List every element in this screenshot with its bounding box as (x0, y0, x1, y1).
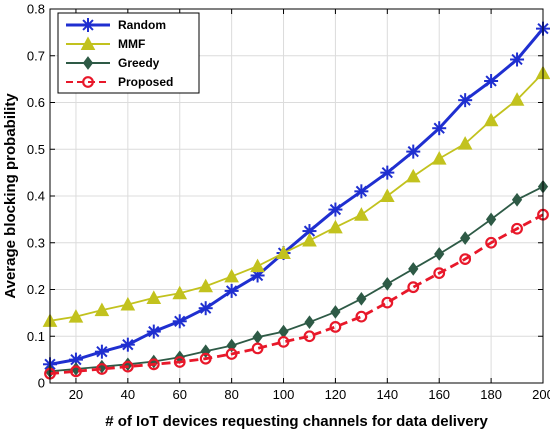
y-tick-label: 0.6 (27, 95, 45, 110)
data-point-proposed (433, 267, 446, 280)
data-point-proposed (199, 352, 212, 365)
data-point-random (484, 73, 499, 88)
data-point-proposed (225, 348, 238, 360)
y-tick-label: 0.5 (27, 142, 45, 157)
x-tick-label: 180 (480, 387, 502, 402)
data-point-mmf (328, 219, 343, 234)
data-point-proposed (485, 236, 498, 249)
data-point-mmf (483, 112, 499, 127)
y-tick-label: 0.2 (27, 282, 45, 297)
data-point-mmf (224, 268, 239, 283)
data-point-mmf (68, 309, 84, 323)
data-point-mmf (250, 258, 265, 273)
data-point-proposed (381, 296, 394, 309)
x-tick-label: 80 (224, 387, 238, 402)
data-point-mmf (509, 92, 525, 106)
data-point-proposed (147, 358, 160, 371)
data-point-proposed (251, 342, 264, 355)
data-point-random (172, 314, 187, 329)
data-point-mmf (94, 302, 110, 317)
data-point-greedy (304, 315, 315, 330)
data-point-mmf (276, 245, 291, 260)
x-tick-label: 60 (173, 387, 187, 402)
data-point-random (458, 93, 473, 108)
data-point-random (120, 337, 135, 352)
data-point-mmf (302, 232, 317, 247)
legend-marker-greedy (82, 56, 94, 70)
data-point-random (406, 144, 421, 159)
y-tick-label: 0.1 (27, 329, 45, 344)
x-tick-label: 40 (121, 387, 135, 402)
data-point-mmf (354, 207, 369, 221)
data-point-random (94, 344, 109, 359)
data-point-greedy (511, 192, 523, 207)
y-tick-label: 0.8 (27, 2, 45, 17)
legend-label-proposed: Proposed (118, 75, 173, 89)
data-point-greedy (330, 305, 341, 319)
data-point-proposed (459, 253, 472, 266)
data-point-mmf (146, 290, 162, 304)
data-point-proposed (329, 321, 342, 333)
data-point-proposed (121, 360, 134, 373)
data-point-mmf (120, 296, 136, 311)
data-point-random (432, 121, 447, 136)
data-point-proposed (355, 310, 368, 323)
y-tick-label: 0 (38, 376, 45, 391)
x-axis-label: # of IoT devices requesting channels for… (105, 413, 488, 430)
data-point-mmf (379, 188, 395, 203)
data-point-proposed (511, 222, 523, 235)
y-tick-label: 0.7 (27, 48, 45, 63)
x-tick-label: 200 (532, 387, 550, 402)
x-tick-label: 140 (376, 387, 398, 402)
data-point-greedy (382, 277, 393, 291)
legend-marker-mmf (80, 36, 96, 51)
data-point-proposed (277, 335, 290, 348)
data-point-mmf (457, 136, 473, 150)
data-point-random (68, 352, 83, 367)
data-point-random (354, 184, 369, 199)
data-point-random (302, 224, 317, 239)
x-tick-label: 160 (428, 387, 450, 402)
y-axis-label: Average blocking probability (2, 93, 19, 299)
data-point-proposed (303, 330, 316, 343)
legend-marker-random (81, 18, 95, 32)
legend-label-random: Random (118, 18, 166, 32)
legend-marker-proposed (82, 76, 94, 88)
x-tick-label: 120 (325, 387, 347, 402)
data-point-proposed (173, 356, 186, 368)
legend-label-mmf: MMF (118, 37, 145, 51)
data-point-proposed (407, 281, 420, 294)
data-point-random (224, 283, 239, 298)
y-tick-label: 0.4 (27, 189, 45, 204)
data-point-random (380, 165, 395, 180)
data-point-greedy (434, 247, 445, 261)
data-point-greedy (460, 231, 471, 245)
data-point-greedy (408, 262, 419, 276)
data-point-random (510, 52, 525, 67)
series-layer (42, 21, 550, 380)
data-point-greedy (485, 212, 497, 227)
data-point-proposed (70, 365, 82, 378)
data-point-random (198, 301, 213, 316)
data-point-proposed (95, 363, 108, 375)
legend-label-greedy: Greedy (118, 56, 160, 70)
data-point-mmf (405, 168, 421, 183)
data-point-mmf (431, 151, 447, 165)
y-tick-label: 0.3 (27, 235, 45, 250)
data-point-mmf (198, 278, 214, 293)
data-point-mmf (172, 285, 188, 300)
data-point-random (146, 324, 161, 339)
axis-ticks: 20 40 60 80 100 120 140 160 180 200 0 0.1 0.2 0.3 0.4 0… (27, 2, 550, 403)
data-point-random (328, 202, 343, 217)
x-tick-label: 100 (273, 387, 295, 402)
x-tick-label: 20 (69, 387, 83, 402)
legend: Random MMF Greedy Proposed (57, 12, 200, 94)
data-point-greedy (356, 292, 367, 306)
